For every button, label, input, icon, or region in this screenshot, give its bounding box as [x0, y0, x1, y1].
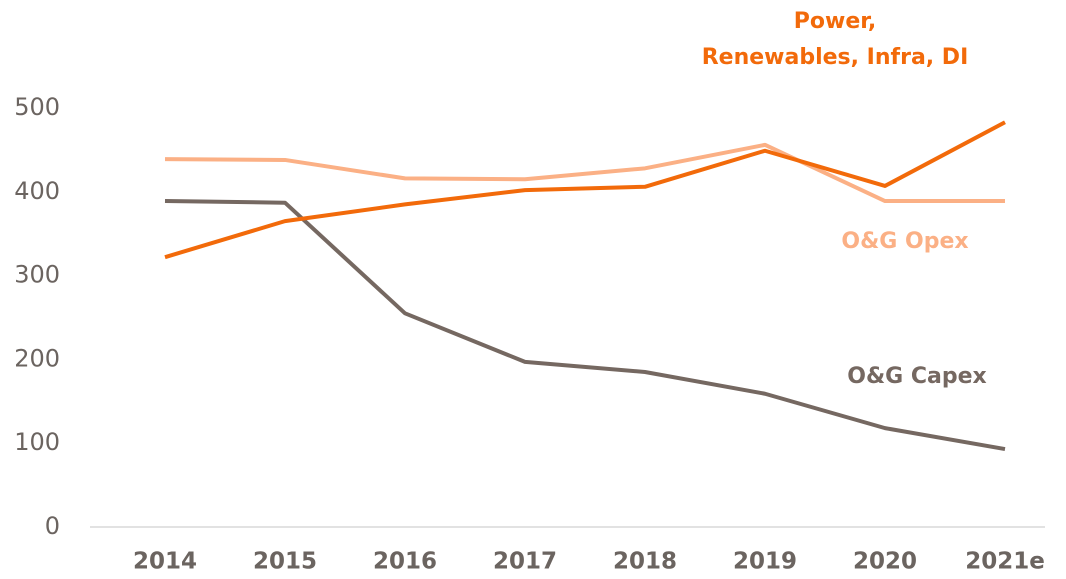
line-series	[164, 199, 1006, 452]
x-tick-label: 2020	[853, 549, 917, 575]
series-label: O&G Opex	[841, 229, 968, 254]
y-tick-label: 0	[45, 512, 60, 540]
line-series	[164, 142, 1005, 204]
series-label: O&G Capex	[847, 364, 986, 389]
x-tick-label: 2016	[373, 549, 437, 575]
y-tick-label: 100	[14, 428, 60, 456]
x-tick-label: 2019	[733, 549, 797, 575]
line-series	[164, 120, 1006, 260]
y-tick-label: 500	[14, 93, 60, 121]
series-label: Power, Renewables, Infra, DI	[702, 9, 969, 70]
x-tick-label: 2015	[253, 549, 317, 575]
x-tick-label: 2018	[613, 549, 677, 575]
y-tick-label: 200	[14, 344, 60, 372]
y-tick-label: 300	[14, 261, 60, 289]
x-tick-label: 2014	[133, 549, 197, 575]
y-tick-label: 400	[14, 177, 60, 205]
x-tick-label: 2021e	[965, 549, 1045, 575]
x-tick-label: 2017	[493, 549, 557, 575]
